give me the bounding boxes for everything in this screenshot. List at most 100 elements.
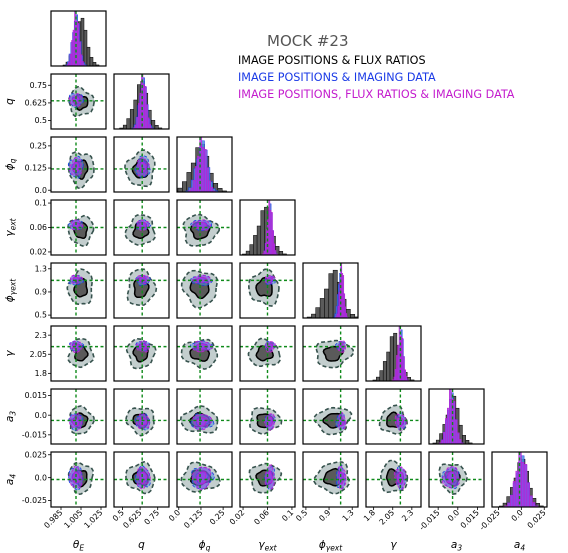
panel-gamma-vs-q — [113, 325, 170, 382]
x-axis-label-sub: γext — [326, 544, 343, 553]
x-tick-label-a4: 0.025 — [526, 508, 548, 530]
panel-gamma-vs-theta_E: 1.8 2.05 2.3 γ — [4, 325, 107, 382]
y-tick-label-a4: -0.025 — [22, 496, 47, 505]
x-tick-label-theta_E: 1.005 — [62, 508, 84, 530]
x-tick-label-phi_gamma_ext: 0.5 — [294, 508, 309, 523]
x-axis-label-a3: a3 — [451, 539, 462, 553]
y-tick-label-a3: 0.0 — [35, 411, 47, 420]
panel-phi_q-vs-theta_E: 0.0 0.125 0.25 ϕq — [4, 136, 107, 195]
hist-combined-bar — [145, 104, 148, 129]
legend-entry-combined: IMAGE POSITIONS, FLUX RATIOS & IMAGING D… — [238, 88, 515, 101]
hist-combined-bar — [81, 61, 84, 66]
hist-flux-bar — [256, 225, 262, 255]
hist-flux-bar — [86, 46, 91, 66]
hist-flux-bar — [151, 120, 156, 129]
x-tick-label-phi_q: 0.125 — [182, 508, 204, 530]
panel-frame — [302, 262, 359, 319]
panel-a4-vs-phi_gamma_ext: 0.5 0.9 1.3 ϕγext — [294, 451, 359, 553]
contour-combined-1sigma — [139, 161, 147, 173]
chart-title: MOCK #23 — [267, 32, 348, 50]
panel-frame — [239, 325, 296, 382]
legend-entry-imaging: IMAGE POSITIONS & IMAGING DATA — [238, 71, 436, 84]
panel-a3-vs-phi_gamma_ext — [302, 388, 359, 445]
panel-q-vs-q — [113, 73, 170, 130]
hist-combined-bar — [203, 149, 207, 192]
contour-combined-1sigma — [72, 416, 80, 427]
x-tick-label-a4: 0.0 — [510, 508, 525, 523]
x-tick-label-a3: -0.015 — [417, 508, 441, 532]
hist-flux-bar — [328, 273, 334, 318]
panel-a4-vs-phi_q: 0.0 0.125 0.25 ϕq — [167, 451, 233, 553]
y-axis-label-sub: ext — [9, 217, 18, 230]
x-tick-label-gamma_ext: 0.1 — [280, 508, 295, 523]
x-tick-label-phi_q: 0.25 — [208, 508, 227, 527]
hist-combined-bar — [210, 187, 214, 192]
hist-combined-bar — [78, 41, 81, 66]
x-tick-label-q: 0.75 — [142, 508, 161, 527]
panel-phi_gamma_ext-vs-phi_gamma_ext — [302, 262, 359, 319]
y-axis-label-gamma: γ — [4, 350, 16, 357]
hist-flux-bar — [217, 188, 223, 192]
panel-frame — [302, 451, 359, 508]
panel-gamma-vs-gamma_ext — [239, 325, 296, 382]
hist-combined-bar — [523, 464, 528, 507]
panel-a4-vs-gamma_ext: 0.02 0.06 0.1 γext — [228, 451, 296, 553]
x-tick-label-gamma: 2.3 — [400, 508, 415, 523]
contour-combined-1sigma — [266, 416, 273, 427]
panel-frame — [50, 10, 107, 67]
panel-frame — [239, 262, 296, 319]
hist-combined-bar — [394, 369, 397, 381]
panel-frame — [50, 388, 107, 445]
y-axis-label-a4: a4 — [4, 474, 18, 485]
hist-combined-bar — [510, 495, 514, 507]
x-tick-label-gamma: 2.05 — [378, 508, 397, 527]
hist-combined-bar — [148, 124, 151, 129]
x-axis-label-sub: 3 — [457, 544, 462, 553]
panel-frame — [428, 388, 485, 445]
x-tick-label-phi_gamma_ext: 1.3 — [340, 508, 355, 523]
y-tick-label-gamma_ext: 0.06 — [30, 223, 47, 232]
hist-combined-bar — [274, 250, 277, 255]
y-tick-label-gamma: 1.8 — [35, 369, 47, 378]
x-axis-label-sub: 4 — [520, 544, 525, 553]
y-tick-label-phi_gamma_ext: 0.9 — [35, 288, 47, 297]
hist-combined-bar — [263, 250, 266, 255]
panel-frame — [239, 388, 296, 445]
y-tick-label-q: 0.75 — [30, 81, 47, 90]
panel-gamma-vs-gamma — [365, 325, 422, 382]
hist-combined-bar — [402, 356, 405, 381]
hist-combined-bar — [269, 210, 272, 255]
panel-frame — [176, 388, 233, 445]
hist-flux-bar — [129, 109, 134, 129]
x-axis-label-phi_q: ϕq — [199, 539, 211, 553]
hist-combined-bar — [443, 432, 446, 444]
hist-flux-bar — [89, 57, 94, 66]
hist-combined-bar — [405, 376, 408, 381]
panel-phi_gamma_ext-vs-theta_E: 0.5 0.9 1.3 ϕγext — [4, 262, 107, 320]
y-tick-label-gamma_ext: 0.1 — [35, 199, 47, 208]
panel-frame — [176, 199, 233, 256]
y-tick-label-phi_gamma_ext: 1.3 — [35, 264, 47, 273]
panel-phi_gamma_ext-vs-phi_q — [176, 262, 233, 319]
panel-a3-vs-a3 — [428, 388, 485, 445]
hist-flux-bar — [315, 307, 321, 318]
x-axis-label-a4: a4 — [514, 539, 525, 553]
x-tick-label-gamma_ext: 0.06 — [252, 508, 271, 527]
hist-flux-bar — [253, 235, 258, 255]
panel-frame — [50, 136, 107, 193]
panel-frame — [491, 451, 548, 508]
y-tick-label-a3: -0.015 — [22, 430, 47, 439]
hist-combined-bar — [273, 243, 276, 255]
hist-flux-bar — [182, 181, 187, 192]
contour-combined-1sigma — [196, 471, 207, 485]
y-axis-label-phi_q: ϕq — [4, 158, 18, 170]
y-tick-label-q: 0.625 — [25, 99, 47, 108]
hist-combined-bar — [521, 462, 525, 507]
panel-phi_q-vs-phi_q — [176, 136, 233, 193]
contour-combined-1sigma — [139, 471, 148, 485]
hist-flux-bar — [386, 351, 391, 381]
x-tick-label-phi_q: 0.0 — [167, 508, 182, 523]
panel-frame — [176, 136, 233, 193]
